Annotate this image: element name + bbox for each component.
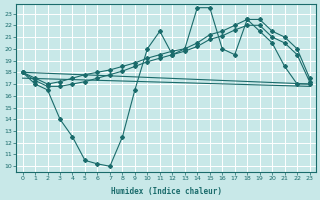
- X-axis label: Humidex (Indice chaleur): Humidex (Indice chaleur): [111, 187, 221, 196]
